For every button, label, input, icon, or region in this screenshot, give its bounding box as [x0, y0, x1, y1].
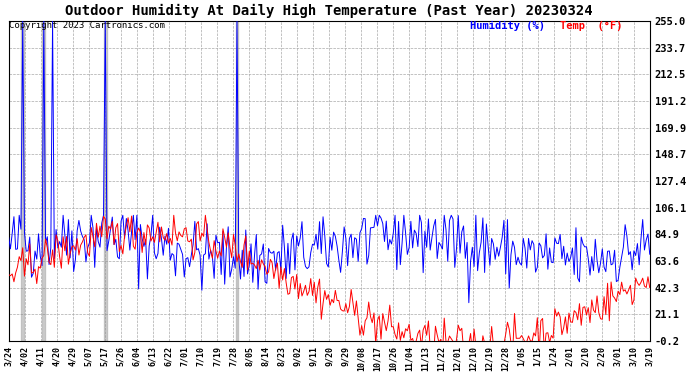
Bar	[104, 21, 107, 341]
Title: Outdoor Humidity At Daily High Temperature (Past Year) 20230324: Outdoor Humidity At Daily High Temperatu…	[66, 4, 593, 18]
Text: Humidity (%): Humidity (%)	[470, 21, 545, 31]
Text: Temp  (°F): Temp (°F)	[560, 21, 622, 31]
Bar	[21, 21, 24, 341]
Text: Copyright 2023 Cartronics.com: Copyright 2023 Cartronics.com	[9, 21, 164, 30]
Bar	[235, 21, 238, 341]
Bar	[42, 21, 46, 341]
